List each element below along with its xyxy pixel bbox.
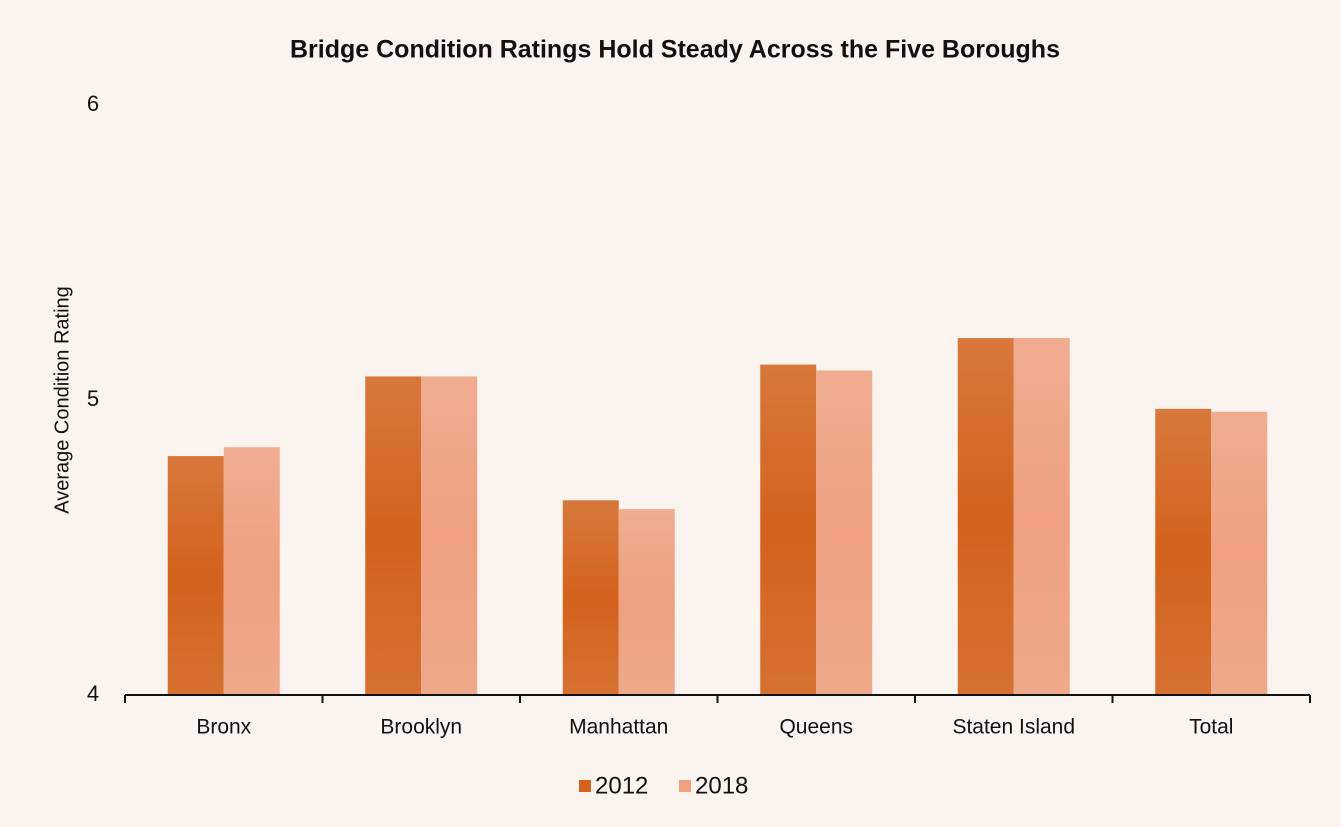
legend-swatch [679,780,691,792]
y-tick-label: 4 [87,681,99,706]
bar [618,509,675,695]
x-tick-label: Brooklyn [380,716,462,739]
bar [1013,338,1070,695]
bar [957,338,1014,695]
bar [1211,411,1268,695]
x-tick-label: Queens [779,716,853,739]
bar [816,370,873,695]
bar [223,447,280,695]
x-tick-label: Total [1189,716,1233,739]
bar [365,376,422,695]
y-tick-label: 6 [87,91,99,116]
legend-label: 2018 [695,772,748,799]
bar [167,456,224,695]
bar [760,364,817,695]
bar [1155,408,1212,695]
x-tick-label: Staten Island [952,716,1075,739]
y-axis-label: Average Condition Rating [51,286,73,514]
x-tick-label: Manhattan [569,716,668,739]
legend-label: 2012 [595,772,648,799]
chart-title: Bridge Condition Ratings Hold Steady Acr… [290,36,1060,64]
y-tick-label: 5 [87,386,99,411]
bar [562,500,619,695]
legend-swatch [579,780,591,792]
x-tick-label: Bronx [196,716,251,739]
bar [421,376,478,695]
